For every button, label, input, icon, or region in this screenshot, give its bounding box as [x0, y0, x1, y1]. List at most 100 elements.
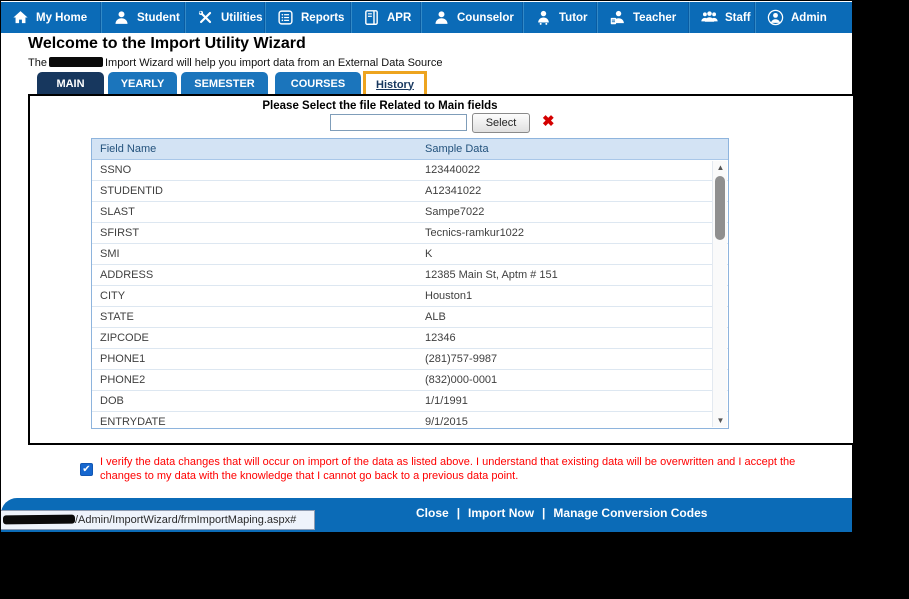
- check-icon: ✔: [82, 464, 91, 475]
- field-name-cell: SMI: [100, 248, 120, 260]
- verify-section: ✔ I verify the data changes that will oc…: [80, 456, 830, 483]
- sample-data-cell: K: [425, 248, 433, 260]
- nav-label: Reports: [301, 11, 345, 24]
- nav-item-apr[interactable]: APR: [351, 2, 421, 33]
- field-name-cell: SFIRST: [100, 227, 140, 239]
- nav-item-teacher[interactable]: Teacher: [597, 2, 689, 33]
- select-button[interactable]: Select: [472, 113, 530, 133]
- table-row: DOB 1/1/1991: [92, 391, 728, 412]
- nav-label: Staff: [725, 11, 751, 24]
- footer-separator: |: [542, 506, 546, 520]
- sample-data-cell: 12385 Main St, Aptm # 151: [425, 269, 558, 281]
- nav-item-my-home[interactable]: My Home: [1, 2, 101, 33]
- file-input[interactable]: [330, 114, 467, 131]
- sample-data-cell: 9/1/2015: [425, 416, 468, 428]
- tutor-icon: [535, 9, 552, 26]
- tab-courses[interactable]: COURSES: [275, 72, 361, 95]
- table-row: ADDRESS 12385 Main St, Aptm # 151: [92, 265, 728, 286]
- tab-semester[interactable]: SEMESTER: [181, 72, 268, 95]
- staff-icon: [701, 9, 718, 26]
- student-icon: [113, 9, 130, 26]
- field-name-cell: STUDENTID: [100, 185, 163, 197]
- page-subtitle: The Import Wizard will help you import da…: [28, 57, 442, 69]
- nav-item-staff[interactable]: Staff: [689, 2, 755, 33]
- nav-item-reports[interactable]: Reports: [265, 2, 351, 33]
- nav-label: Student: [137, 11, 180, 24]
- subtitle-prefix: The: [28, 57, 47, 69]
- column-header-field-name: Field Name: [100, 143, 157, 155]
- field-name-cell: DOB: [100, 395, 124, 407]
- field-name-cell: PHONE1: [100, 353, 146, 365]
- field-name-cell: STATE: [100, 311, 134, 323]
- table-scrollbar[interactable]: ▲ ▼: [712, 161, 727, 427]
- wizard-panel: Please Select the file Related to Main f…: [28, 94, 853, 445]
- tab-main[interactable]: MAIN: [37, 72, 104, 95]
- nav-label: My Home: [36, 11, 88, 24]
- field-name-cell: SSNO: [100, 164, 132, 176]
- status-url-path: /Admin/ImportWizard/frmImportMaping.aspx…: [75, 514, 297, 526]
- sample-data-cell: A12341022: [425, 185, 482, 197]
- field-name-cell: PHONE2: [100, 374, 146, 386]
- tab-yearly[interactable]: YEARLY: [108, 72, 177, 95]
- scrollbar-thumb[interactable]: [715, 176, 725, 240]
- reports-icon: [277, 9, 294, 26]
- footer-links: Close | Import Now | Manage Conversion C…: [416, 506, 707, 520]
- table-row: STATE ALB: [92, 307, 728, 328]
- nav-label: Admin: [791, 11, 827, 24]
- file-select-prompt: Please Select the file Related to Main f…: [262, 100, 498, 112]
- wizard-tabs: MAIN YEARLY SEMESTER COURSES History: [37, 71, 427, 98]
- nav-item-utilities[interactable]: Utilities: [185, 2, 265, 33]
- nav-item-admin[interactable]: Admin: [755, 2, 852, 33]
- table-row: SFIRST Tecnics-ramkur1022: [92, 223, 728, 244]
- teacher-icon: [609, 9, 626, 26]
- manage-conversion-codes-link[interactable]: Manage Conversion Codes: [553, 506, 708, 520]
- utilities-icon: [197, 9, 214, 26]
- admin-icon: [767, 9, 784, 26]
- nav-label: Teacher: [633, 11, 677, 24]
- clear-file-icon[interactable]: ✖: [542, 113, 555, 130]
- field-name-cell: ENTRYDATE: [100, 416, 166, 428]
- page-title: Welcome to the Import Utility Wizard: [28, 35, 306, 52]
- sample-data-cell: Sampe7022: [425, 206, 485, 218]
- scroll-up-icon[interactable]: ▲: [716, 163, 725, 172]
- table-row: STUDENTID A12341022: [92, 181, 728, 202]
- status-url-tooltip: /Admin/ImportWizard/frmImportMaping.aspx…: [1, 510, 315, 530]
- tab-history-label: History: [376, 78, 414, 91]
- sample-data-cell: Tecnics-ramkur1022: [425, 227, 525, 239]
- nav-label: Counselor: [457, 11, 514, 24]
- sample-data-cell: (832)000-0001: [425, 374, 498, 386]
- table-row: ENTRYDATE 9/1/2015: [92, 412, 728, 428]
- field-name-cell: SLAST: [100, 206, 135, 218]
- footer-separator: |: [456, 506, 461, 520]
- redaction-box: [48, 57, 103, 67]
- subtitle-suffix: Import Wizard will help you import data …: [104, 57, 443, 69]
- close-link[interactable]: Close: [416, 506, 449, 520]
- table-row: SLAST Sampe7022: [92, 202, 728, 223]
- field-mapping-table: Field Name Sample Data SSNO 123440022 STU…: [91, 138, 729, 429]
- table-row: CITY Houston1: [92, 286, 728, 307]
- sample-data-cell: ALB: [425, 311, 446, 323]
- table-row: ZIPCODE 12346: [92, 328, 728, 349]
- scroll-down-icon[interactable]: ▼: [716, 416, 725, 425]
- home-icon: [12, 9, 29, 26]
- sample-data-cell: Houston1: [425, 290, 473, 302]
- counselor-icon: [433, 9, 450, 26]
- column-header-sample-data: Sample Data: [425, 143, 489, 155]
- table-row: SSNO 123440022: [92, 160, 728, 181]
- sample-data-cell: 123440022: [425, 164, 481, 176]
- top-navbar: My Home Student Utilities Reports APR Co…: [1, 2, 852, 33]
- sample-data-cell: 12346: [425, 332, 456, 344]
- table-row: PHONE1 (281)757-9987: [92, 349, 728, 370]
- verify-checkbox[interactable]: ✔: [80, 463, 93, 476]
- apr-icon: [363, 9, 380, 26]
- nav-item-tutor[interactable]: Tutor: [523, 2, 597, 33]
- table-header: Field Name Sample Data: [92, 139, 728, 160]
- field-name-cell: CITY: [100, 290, 126, 302]
- nav-item-student[interactable]: Student: [101, 2, 185, 33]
- verify-text: I verify the data changes that will occu…: [100, 456, 796, 482]
- import-now-link[interactable]: Import Now: [468, 506, 535, 520]
- nav-item-counselor[interactable]: Counselor: [421, 2, 523, 33]
- nav-label: Utilities: [221, 11, 263, 24]
- sample-data-cell: (281)757-9987: [425, 353, 498, 365]
